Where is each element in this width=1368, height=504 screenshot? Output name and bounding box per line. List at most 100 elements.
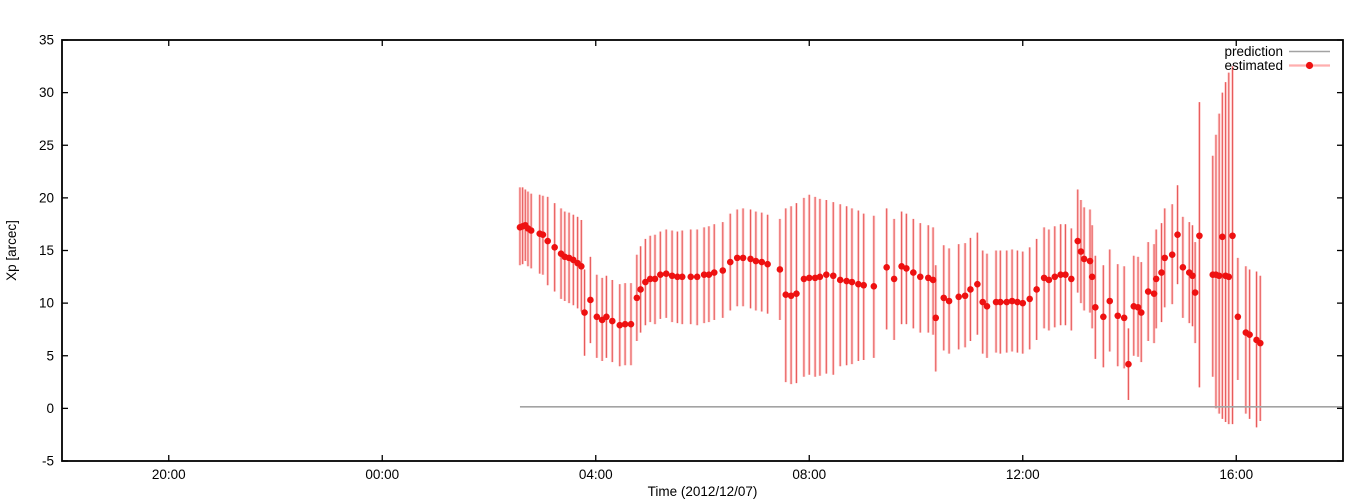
data-point (646, 275, 654, 283)
data-point (787, 292, 795, 300)
data-point (836, 276, 844, 284)
data-point (823, 271, 830, 279)
data-point (1215, 272, 1223, 280)
data-point (805, 274, 813, 282)
legend-sample-estimated-point (1305, 61, 1314, 70)
data-point (544, 237, 552, 245)
x-tick-label: 16:00 (1219, 467, 1253, 482)
data-point (539, 231, 547, 239)
y-tick-label: 0 (46, 401, 54, 416)
error-bars-layer (518, 66, 1262, 428)
data-point (1150, 290, 1158, 297)
data-point (1158, 269, 1165, 276)
data-point (940, 294, 948, 302)
data-point (961, 292, 969, 300)
data-point (674, 273, 681, 281)
y-tick-label: 5 (46, 348, 54, 363)
data-point (1068, 275, 1075, 283)
data-point (1125, 360, 1132, 368)
data-point (551, 244, 558, 251)
x-tick-label: 20:00 (152, 467, 186, 482)
data-point (687, 273, 695, 281)
data-point (1174, 231, 1181, 239)
data-point (890, 275, 898, 283)
data-point (932, 314, 940, 322)
x-tick-label: 12:00 (1006, 467, 1040, 482)
data-point (1179, 264, 1187, 271)
data-point (974, 280, 981, 288)
x-tick-label: 08:00 (792, 467, 826, 482)
data-point (848, 278, 856, 286)
data-point (997, 298, 1004, 306)
data-point (829, 272, 837, 280)
data-point (587, 296, 594, 304)
data-point (1191, 289, 1199, 296)
x-tick-label: 00:00 (365, 467, 399, 482)
legend-samples-layer (1289, 50, 1330, 70)
data-point (776, 266, 784, 273)
data-point (1003, 298, 1011, 306)
legend-label-estimated: estimated (1224, 58, 1283, 73)
data-point (758, 258, 766, 266)
y-tick-label: 15 (39, 243, 54, 258)
data-point (1086, 257, 1094, 265)
data-point (621, 320, 629, 328)
data-point (733, 254, 741, 262)
data-point (1051, 273, 1059, 281)
data-point (581, 309, 588, 316)
data-point (860, 281, 867, 289)
data-point (1114, 312, 1122, 320)
data-point (1019, 299, 1027, 307)
data-point (1057, 271, 1064, 279)
data-point (693, 273, 701, 281)
axes-layer: 20:00 00:00 04:00 08:00 12:00 16:00 -5 0 5 10 15 20… (39, 33, 1344, 482)
data-point (855, 280, 862, 288)
data-point (1077, 248, 1085, 255)
data-point (1134, 304, 1142, 311)
y-tick-label: 25 (39, 138, 54, 153)
data-point (705, 271, 713, 279)
data-point (929, 276, 937, 284)
data-point (910, 269, 917, 276)
data-point (662, 270, 670, 277)
data-point (1144, 288, 1152, 295)
data-point (1219, 233, 1226, 241)
data-point (1080, 255, 1088, 263)
data-point (616, 321, 624, 329)
data-point (627, 320, 635, 328)
data-point (903, 265, 910, 272)
data-point (1161, 254, 1169, 262)
y-tick-label: 20 (39, 190, 54, 205)
data-point (1074, 237, 1082, 245)
data-point (719, 267, 727, 274)
data-point (710, 269, 718, 276)
data-point (800, 275, 808, 283)
data-point (739, 254, 747, 262)
data-point (633, 294, 641, 302)
y-tick-label: 10 (39, 296, 54, 311)
data-point (843, 277, 850, 285)
data-point (782, 291, 790, 299)
data-point (979, 298, 987, 306)
data-point (752, 257, 760, 265)
data-point (642, 278, 649, 286)
data-point (816, 273, 824, 281)
data-point (578, 262, 585, 270)
data-point (608, 317, 616, 325)
data-point (1033, 286, 1040, 293)
data-point (916, 273, 924, 281)
data-point (593, 313, 601, 321)
data-point (983, 302, 991, 310)
data-point (1225, 273, 1233, 281)
data-point (764, 260, 771, 268)
data-point (793, 290, 800, 297)
data-point (1196, 232, 1203, 240)
data-point (1229, 232, 1236, 240)
plot-border (61, 39, 1344, 462)
data-point (527, 227, 535, 234)
data-point (945, 297, 953, 305)
data-point (1152, 275, 1160, 283)
data-point (1256, 339, 1264, 347)
